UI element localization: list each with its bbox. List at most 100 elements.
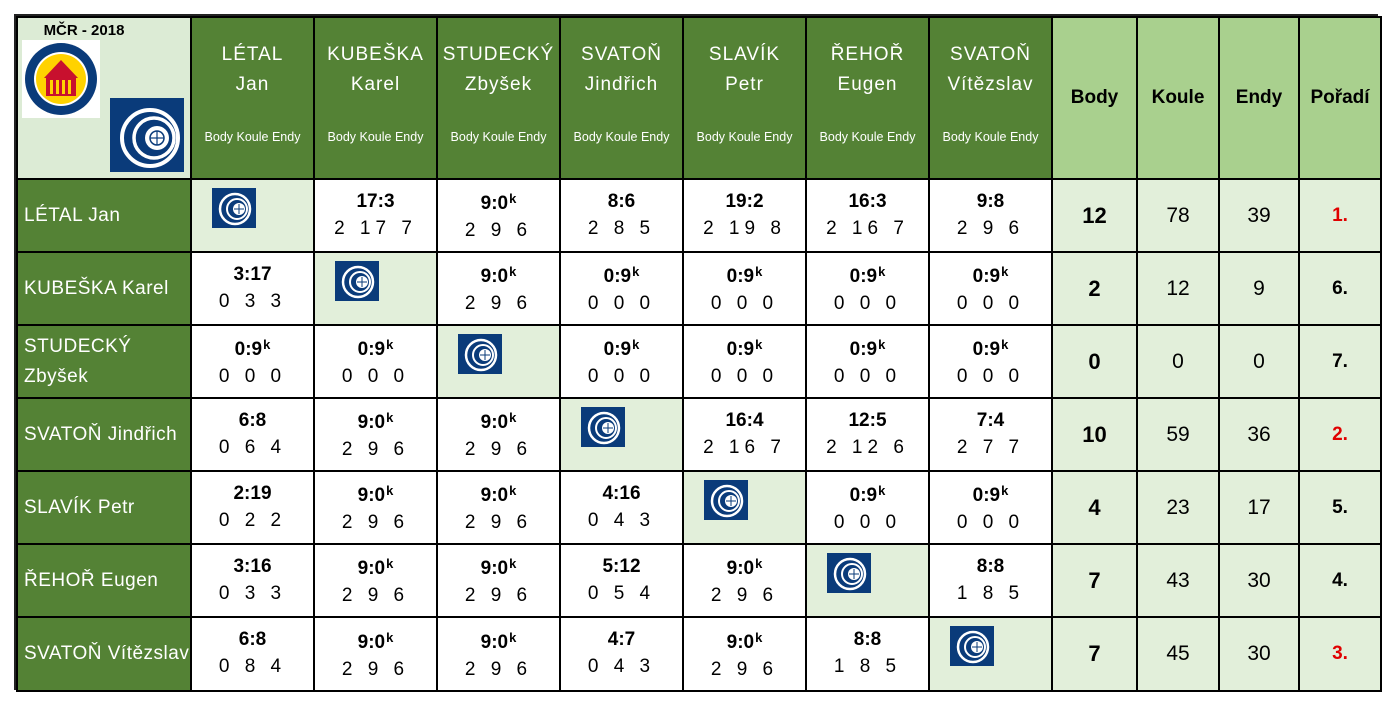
player-surname: SVATOŇ [950, 44, 1031, 65]
row-header-player: SVATOŇ Jindřich [16, 397, 192, 472]
summary-header-0: Body [1051, 16, 1138, 180]
match-result-cell: 16:4 2 16 7 [682, 397, 807, 472]
score-value: 12:5 [848, 409, 887, 431]
total-koule: 12 [1136, 251, 1220, 326]
rank-cell: 4. [1298, 543, 1382, 618]
score-value: 9:0 [726, 631, 755, 653]
score-value: 9:0 [480, 193, 509, 214]
table-row: SVATOŇ Vítězslav 6:8 0 8 4 9:0k 2 9 6 9:0k 2 9… [16, 616, 1382, 692]
table-row: ŘEHOŘ Eugen 3:16 0 3 3 9:0k 2 9 6 9:0k 2 9 6 5:… [16, 543, 1382, 618]
table-row: STUDECKÝ Zbyšek 0:9k 0 0 0 0:9k 0 0 0 0:9k 0 0… [16, 324, 1382, 399]
match-result-cell: 6:8 0 6 4 [190, 397, 315, 472]
petanque-federation-icon [827, 553, 871, 593]
match-result-cell: 19:2 2 19 8 [682, 178, 807, 253]
column-header-name: STUDECKÝ Zbyšek [438, 40, 559, 100]
score-value: 6:8 [238, 629, 267, 650]
match-details: 0 0 0 [710, 366, 779, 387]
table-corner: MČR - 2018 [16, 16, 192, 180]
column-header-name: LÉTAL Jan [192, 40, 313, 100]
match-score: 16:3 [807, 190, 928, 214]
forfeit-mark: k [632, 264, 640, 279]
match-score: 0:9k [315, 333, 436, 362]
match-score: 6:8 [192, 409, 313, 433]
match-result-cell: 9:0k 2 9 6 [682, 616, 807, 692]
self-match-cell [682, 470, 807, 545]
score-value: 9:0 [480, 412, 509, 433]
score-value: 19:2 [725, 190, 764, 212]
match-score: 9:0k [438, 479, 559, 508]
match-score: 0:9k [930, 260, 1051, 289]
match-score: 7:4 [930, 409, 1051, 433]
match-result-cell: 0:9k 0 0 0 [313, 324, 438, 399]
column-sub-labels: Body Koule Endy [450, 130, 547, 144]
match-details: 0 3 3 [218, 290, 287, 312]
total-koule: 23 [1136, 470, 1220, 545]
score-value: 9:0 [357, 412, 386, 433]
row-header-player: SVATOŇ Vítězslav [16, 616, 192, 692]
match-details: 2 16 7 [703, 436, 786, 458]
match-result-cell: 0:9k 0 0 0 [559, 251, 684, 326]
petanque-federation-icon [581, 407, 625, 447]
match-score: 0:9k [561, 260, 682, 289]
total-endy: 39 [1218, 178, 1300, 253]
total-koule: 43 [1136, 543, 1220, 618]
standings-table: MČR - 2018 [14, 14, 1382, 692]
forfeit-mark: k [878, 337, 886, 352]
forfeit-mark: k [755, 264, 763, 279]
score-value: 9:8 [976, 190, 1005, 212]
table-body: MČR - 2018 [16, 16, 1382, 692]
forfeit-mark: k [509, 410, 517, 425]
match-score: 19:2 [684, 190, 805, 214]
total-endy: 30 [1218, 543, 1300, 618]
forfeit-mark: k [1001, 337, 1009, 352]
match-details: 0 6 4 [218, 436, 287, 458]
forfeit-mark: k [386, 337, 394, 352]
total-body: 10 [1051, 397, 1138, 472]
total-body: 2 [1051, 251, 1138, 326]
match-details: 2 17 7 [334, 217, 417, 239]
self-match-cell [436, 324, 561, 399]
match-details: 0 0 0 [218, 366, 287, 387]
match-score: 9:0k [684, 552, 805, 581]
match-score: 9:0k [315, 479, 436, 508]
score-value: 0:9 [357, 339, 386, 360]
match-details: 0 0 0 [833, 293, 902, 314]
forfeit-mark: k [386, 410, 394, 425]
match-result-cell: 8:6 2 8 5 [559, 178, 684, 253]
match-score: 6:8 [192, 628, 313, 652]
column-header-player: ŘEHOŘ Eugen Body Koule Endy [805, 16, 930, 180]
match-result-cell: 5:12 0 5 4 [559, 543, 684, 618]
match-details: 2 12 6 [826, 436, 909, 458]
match-details: 2 16 7 [826, 217, 909, 239]
forfeit-mark: k [509, 556, 517, 571]
score-value: 0:9 [603, 266, 632, 287]
forfeit-mark: k [386, 483, 394, 498]
player-firstname: Eugen [837, 74, 898, 95]
column-header-player: KUBEŠKA Karel Body Koule Endy [313, 16, 438, 180]
match-details: 2 9 6 [341, 439, 410, 460]
match-details: 2 9 6 [341, 585, 410, 606]
match-details: 2 9 6 [341, 658, 410, 680]
row-header-player: KUBEŠKA Karel [16, 251, 192, 326]
column-sub-labels: Body Koule Endy [819, 130, 916, 144]
match-result-cell: 0:9k 0 0 0 [682, 251, 807, 326]
match-result-cell: 4:16 0 4 3 [559, 470, 684, 545]
rank-cell: 7. [1298, 324, 1382, 399]
score-value: 8:8 [976, 555, 1005, 577]
forfeit-mark: k [1001, 483, 1009, 498]
match-score: 0:9k [930, 479, 1051, 508]
match-result-cell: 17:3 2 17 7 [313, 178, 438, 253]
score-value: 8:6 [607, 190, 636, 212]
score-value: 6:8 [238, 409, 267, 431]
match-details: 2 9 6 [464, 585, 533, 606]
match-details: 1 8 5 [956, 582, 1025, 604]
match-details: 0 4 3 [587, 509, 656, 531]
match-details: 2 9 6 [464, 293, 533, 314]
match-details: 0 0 0 [833, 366, 902, 387]
match-score: 0:9k [561, 333, 682, 362]
column-sub-labels: Body Koule Endy [573, 130, 670, 144]
match-details: 2 8 5 [587, 217, 656, 239]
column-header-player: SLAVÍK Petr Body Koule Endy [682, 16, 807, 180]
match-result-cell: 9:0k 2 9 6 [436, 470, 561, 545]
match-score: 0:9k [807, 333, 928, 362]
